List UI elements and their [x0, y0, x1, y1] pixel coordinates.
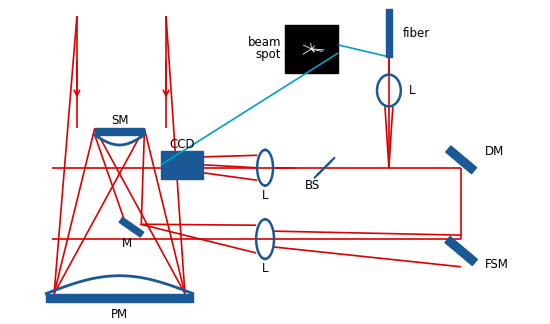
Bar	[95, 128, 144, 135]
Text: L: L	[262, 189, 268, 202]
Polygon shape	[445, 237, 477, 265]
Polygon shape	[446, 146, 477, 174]
Text: beam: beam	[248, 37, 281, 50]
Bar	[161, 151, 203, 179]
Text: BS: BS	[305, 179, 320, 192]
Polygon shape	[119, 217, 144, 237]
Text: L: L	[409, 84, 415, 97]
Text: fiber: fiber	[403, 27, 430, 40]
Bar	[46, 294, 193, 303]
Text: M: M	[122, 237, 133, 249]
Bar	[386, 9, 392, 57]
Text: FSM: FSM	[485, 258, 509, 271]
Text: SM: SM	[111, 114, 128, 127]
Text: DM: DM	[485, 145, 504, 158]
Text: L: L	[262, 262, 268, 275]
Text: spot: spot	[255, 48, 281, 61]
Bar	[285, 25, 338, 73]
Text: PM: PM	[111, 308, 128, 321]
Text: CCD: CCD	[169, 138, 195, 152]
